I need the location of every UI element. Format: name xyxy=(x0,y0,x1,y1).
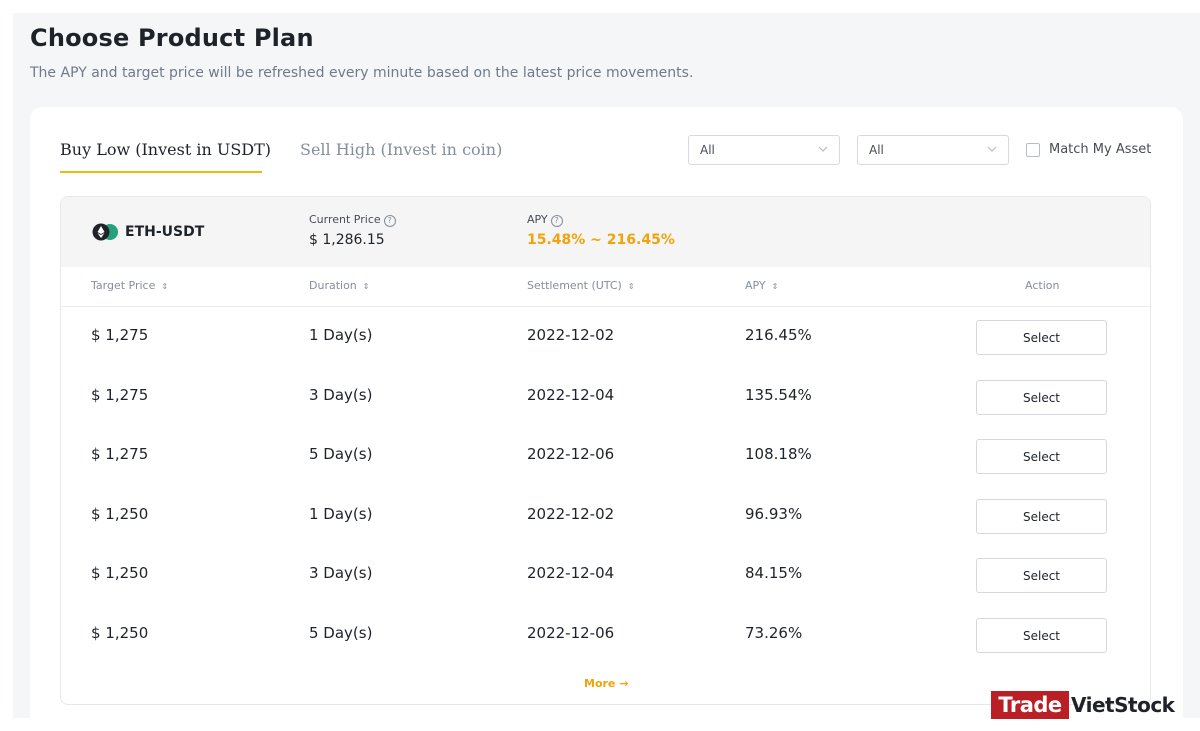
duration-filter-select[interactable]: All xyxy=(857,135,1009,165)
table-row: $ 1,275 1 Day(s) 2022-12-02 216.45% Select xyxy=(61,307,1150,367)
match-my-asset-checkbox[interactable] xyxy=(1026,143,1040,157)
apy-label: APY? xyxy=(527,213,563,227)
cell-settlement: 2022-12-02 xyxy=(527,504,615,523)
cell-target-price: $ 1,275 xyxy=(91,326,149,344)
help-icon[interactable]: ? xyxy=(550,215,563,227)
page-title: Choose Product Plan xyxy=(30,24,314,52)
cell-settlement: 2022-12-06 xyxy=(527,445,615,464)
cell-target-price: $ 1,250 xyxy=(91,564,149,583)
select-button[interactable]: Select xyxy=(976,439,1107,475)
cell-apy: 108.18% xyxy=(745,445,812,464)
watermark-name: VietStock xyxy=(1071,693,1175,717)
cell-duration: 5 Day(s) xyxy=(309,445,373,464)
column-header-apy[interactable]: APY ⇕ xyxy=(745,279,779,292)
select-button[interactable]: Select xyxy=(976,379,1107,415)
duration-filter-value: All xyxy=(869,143,884,157)
table-row: $ 1,250 5 Day(s) 2022-12-06 73.26% Select xyxy=(61,605,1150,665)
table-row: $ 1,275 5 Day(s) 2022-12-06 108.18% Select xyxy=(61,426,1150,486)
sort-icon: ⇕ xyxy=(627,282,635,291)
tab-sell-high[interactable]: Sell High (Invest in coin) xyxy=(300,140,503,159)
column-header-settlement[interactable]: Settlement (UTC) ⇕ xyxy=(527,279,635,292)
help-icon[interactable]: ? xyxy=(383,215,396,227)
cell-target-price: $ 1,250 xyxy=(91,624,149,642)
column-header-action: Action xyxy=(1025,279,1060,292)
cell-target-price: $ 1,275 xyxy=(91,445,149,464)
cell-target-price: $ 1,275 xyxy=(91,385,149,404)
cell-duration: 1 Day(s) xyxy=(309,326,373,344)
cell-settlement: 2022-12-06 xyxy=(527,624,615,642)
cell-duration: 3 Day(s) xyxy=(309,385,373,404)
pair-name: ETH-USDT xyxy=(125,224,205,240)
select-button[interactable]: Select xyxy=(976,498,1107,534)
cell-apy: 73.26% xyxy=(745,624,803,642)
current-price-value: $ 1,286.15 xyxy=(309,232,385,248)
arrow-right-icon: → xyxy=(619,677,629,690)
table-row: $ 1,250 3 Day(s) 2022-12-04 84.15% Select xyxy=(61,545,1150,605)
chevron-down-icon xyxy=(987,146,997,152)
pair-summary-header: ETH-USDT Current Price? $ 1,286.15 APY? … xyxy=(61,197,1150,267)
sort-icon: ⇕ xyxy=(771,282,779,291)
select-button[interactable]: Select xyxy=(976,558,1107,594)
match-my-asset-label: Match My Asset xyxy=(1049,142,1152,157)
sort-icon: ⇕ xyxy=(362,282,370,291)
cell-apy: 135.54% xyxy=(745,385,812,404)
select-button[interactable]: Select xyxy=(976,320,1107,355)
cell-settlement: 2022-12-04 xyxy=(527,564,615,583)
coin-filter-value: All xyxy=(700,143,715,157)
apy-range-value: 15.48% ~ 216.45% xyxy=(527,232,675,248)
cell-apy: 84.15% xyxy=(745,564,803,583)
cell-target-price: $ 1,250 xyxy=(91,504,149,523)
page-subtitle: The APY and target price will be refresh… xyxy=(30,65,694,81)
cell-settlement: 2022-12-04 xyxy=(527,385,615,404)
more-link[interactable]: More → xyxy=(584,677,629,690)
table-row: $ 1,275 3 Day(s) 2022-12-04 135.54% Select xyxy=(61,367,1150,427)
cell-apy: 96.93% xyxy=(745,504,803,523)
cell-duration: 5 Day(s) xyxy=(309,624,373,642)
cell-duration: 3 Day(s) xyxy=(309,564,373,583)
sort-icon: ⇕ xyxy=(161,282,169,291)
column-header-duration[interactable]: Duration ⇕ xyxy=(309,279,370,292)
product-table-card: ETH-USDT Current Price? $ 1,286.15 APY? … xyxy=(60,196,1151,705)
eth-usdt-pair-icon xyxy=(92,223,118,241)
cell-apy: 216.45% xyxy=(745,326,812,344)
tab-buy-low[interactable]: Buy Low (Invest in USDT) xyxy=(60,140,272,159)
watermark-brand: Trade xyxy=(991,691,1069,719)
select-button[interactable]: Select xyxy=(976,618,1107,653)
cell-settlement: 2022-12-02 xyxy=(527,326,615,344)
current-price-label: Current Price? xyxy=(309,213,396,227)
table-row: $ 1,250 1 Day(s) 2022-12-02 96.93% Select xyxy=(61,486,1150,546)
cell-duration: 1 Day(s) xyxy=(309,504,373,523)
active-tab-indicator xyxy=(60,171,262,173)
column-header-target-price[interactable]: Target Price ⇕ xyxy=(91,279,169,292)
coin-filter-select[interactable]: All xyxy=(688,135,840,165)
chevron-down-icon xyxy=(818,146,828,152)
header-divider xyxy=(61,306,1150,307)
